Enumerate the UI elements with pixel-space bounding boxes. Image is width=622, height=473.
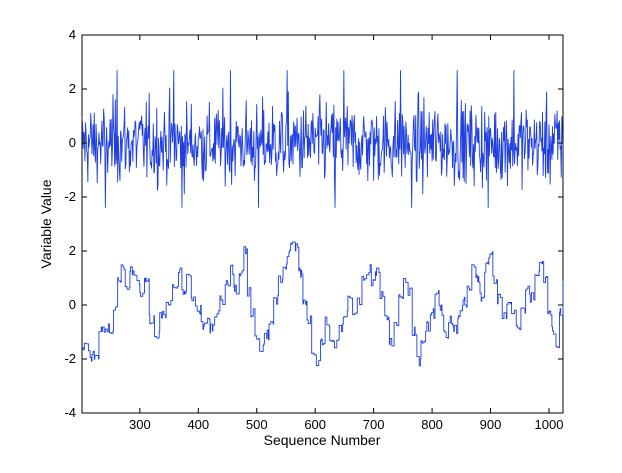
- ticks-layer: 300 400 500 600 700 800 900 1000 4 2 0 -2 2 0 -2 -4: [64, 27, 563, 432]
- x-tick-label: 600: [304, 417, 326, 432]
- series-layer: [81, 70, 564, 367]
- x-tick-label: 1000: [535, 417, 564, 432]
- y-tick-label: 4: [69, 27, 76, 42]
- series-step-line: [82, 241, 564, 367]
- plot-background: [81, 34, 564, 414]
- y-tick-label: -2: [64, 189, 76, 204]
- x-tick-label: 700: [363, 417, 385, 432]
- y-axis-label: Variable Value: [38, 179, 54, 268]
- x-tick-label: 300: [129, 417, 151, 432]
- x-tick-label: 400: [187, 417, 209, 432]
- y-tick-label: 2: [69, 81, 76, 96]
- x-tick-label: 900: [480, 417, 502, 432]
- y-tick-label: -2: [64, 351, 76, 366]
- series-noise-line: [81, 70, 564, 208]
- y-tick-label: 2: [69, 243, 76, 258]
- y-tick-label: 0: [69, 297, 76, 312]
- x-axis-label: Sequence Number: [264, 432, 381, 448]
- x-tick-label: 800: [421, 417, 443, 432]
- y-tick-label: -4: [64, 405, 76, 420]
- x-tick-label: 500: [246, 417, 268, 432]
- y-tick-label: 0: [69, 135, 76, 150]
